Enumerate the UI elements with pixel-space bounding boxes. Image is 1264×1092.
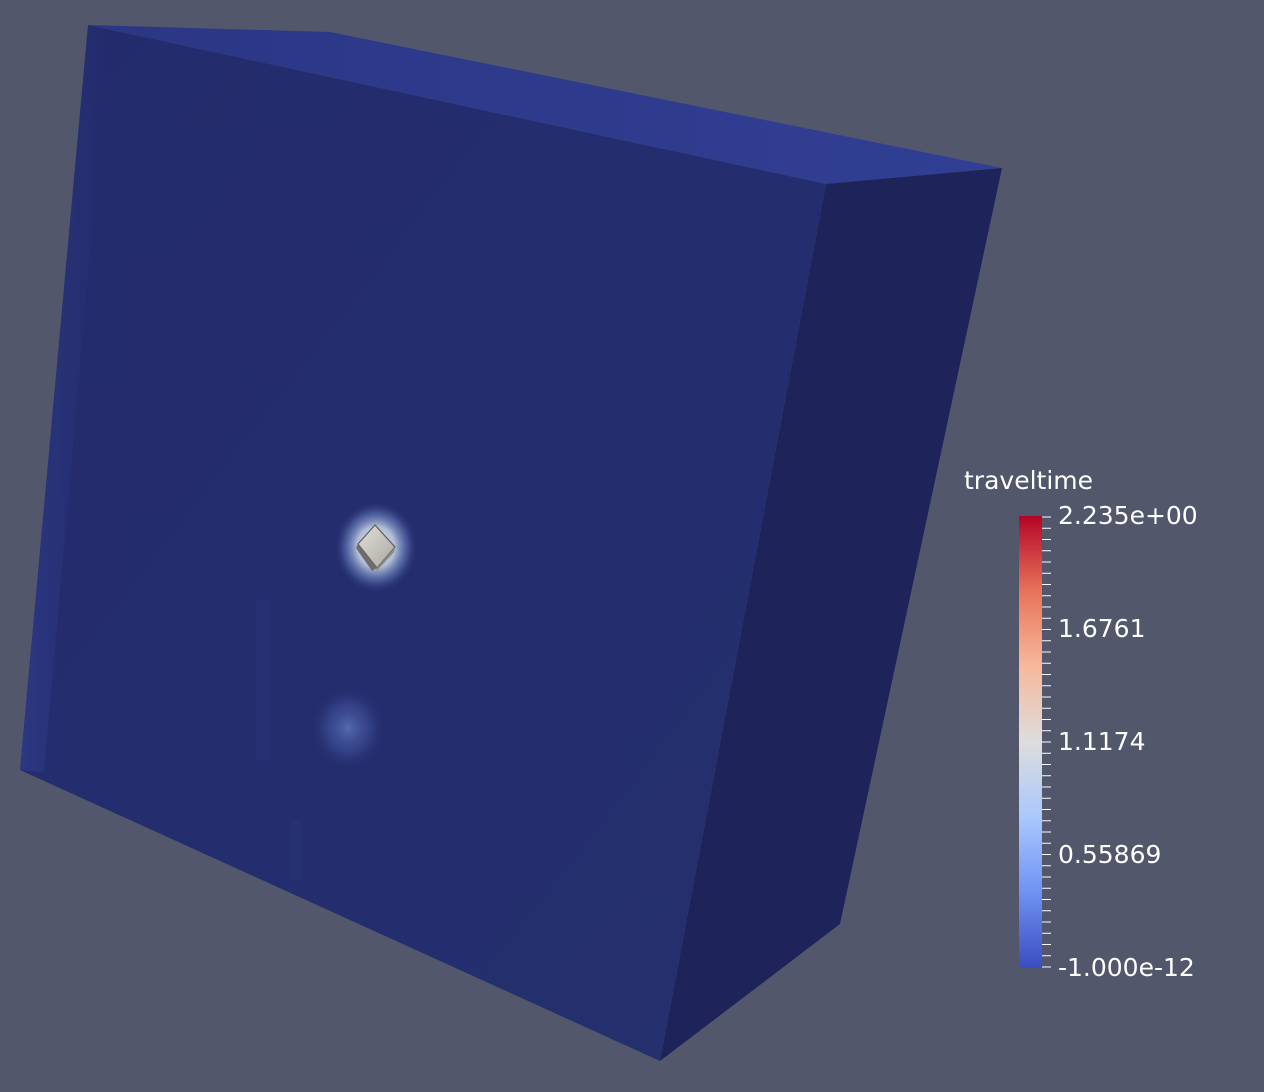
colorbar-label: 1.1174 xyxy=(1058,727,1146,757)
colorbar xyxy=(1019,516,1042,968)
source-cube-icon[interactable] xyxy=(356,524,396,572)
box-front-face xyxy=(20,25,826,1061)
colorbar-label: 1.6761 xyxy=(1058,614,1146,644)
colorbar-label: 0.55869 xyxy=(1058,840,1162,869)
faint-streak xyxy=(256,600,270,760)
box-left-edge-shade xyxy=(20,25,110,772)
box-right-face xyxy=(660,168,1002,1061)
box-top-face xyxy=(88,25,1002,184)
colorbar-label: -1.000e-12 xyxy=(1058,953,1195,982)
faint-streak xyxy=(290,820,302,880)
legend-title: traveltime xyxy=(964,466,1094,495)
colorbar-ticks xyxy=(1042,516,1051,968)
traveltime-blob xyxy=(310,686,386,770)
colorbar-label: 2.235e+00 xyxy=(1058,501,1198,530)
colorbar-gradient xyxy=(1019,516,1042,968)
